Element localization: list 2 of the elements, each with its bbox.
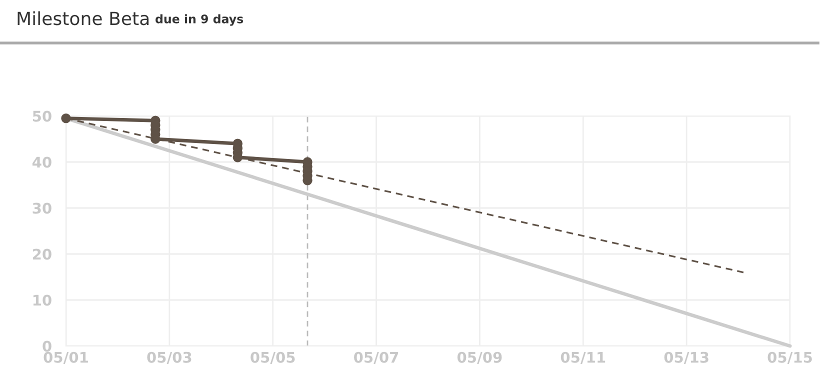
chart-subtitle: due in 9 days: [156, 14, 244, 26]
chart-title: Milestone Beta: [18, 11, 149, 26]
